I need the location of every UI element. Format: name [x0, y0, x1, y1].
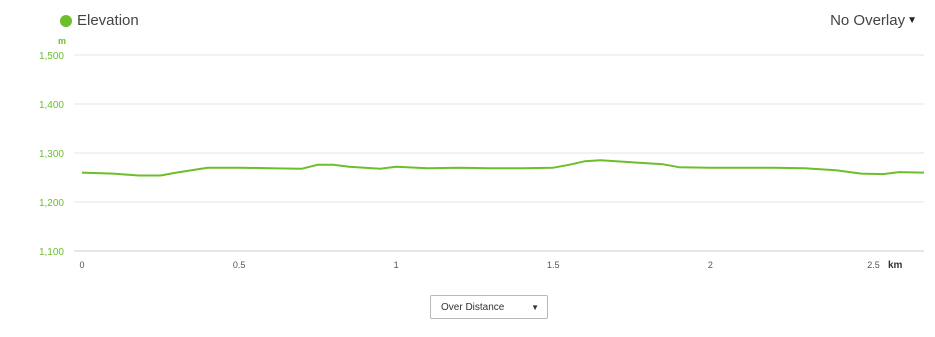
overlay-dropdown[interactable]: No Overlay ▼	[830, 12, 917, 29]
overlay-label: No Overlay	[830, 12, 906, 29]
y-tick-label: 1,300	[39, 149, 64, 160]
y-tick-label: 1,400	[39, 100, 64, 111]
x-tick-label: 1.5	[547, 260, 560, 270]
x-tick-label: 2	[708, 260, 713, 270]
elevation-line	[81, 159, 925, 177]
x-tick-label: 1	[394, 260, 399, 270]
legend[interactable]: Elevation	[60, 12, 139, 29]
x-tick-label: 0	[79, 260, 84, 270]
distance-mode-select[interactable]: Over Distance ▼	[430, 295, 548, 319]
legend-dot-icon	[60, 14, 72, 27]
x-tick-label: 0.5	[233, 260, 246, 270]
y-tick-label: 1,100	[39, 247, 64, 258]
caret-down-icon: ▼	[907, 15, 917, 26]
distance-mode-value: Over Distance	[441, 301, 505, 313]
y-axis-unit: m	[58, 36, 66, 46]
legend-label: Elevation	[77, 12, 139, 29]
elevation-chart: m 1,100 1,200 1,300 1,400 1,500 0 0.5 1 1.5 2 2.5…	[39, 36, 925, 271]
caret-down-icon: ▼	[531, 302, 539, 312]
y-tick-label: 1,500	[39, 51, 64, 62]
y-tick-label: 1,200	[39, 198, 64, 209]
x-axis-unit: km	[888, 260, 903, 271]
x-tick-label: 2.5	[867, 260, 880, 270]
